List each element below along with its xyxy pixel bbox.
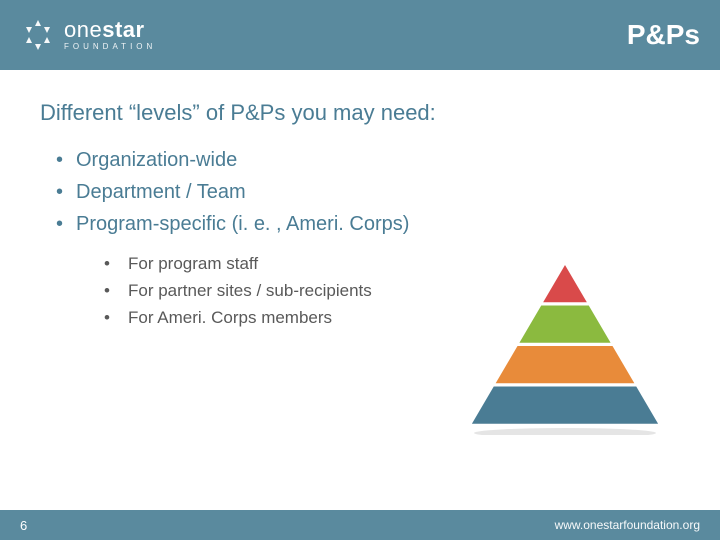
list-item: Program-specific (i. e. , Ameri. Corps) (60, 208, 680, 240)
logo-subtext: FOUNDATION (64, 43, 156, 51)
logo-text: onestar FOUNDATION (64, 19, 156, 51)
footer-band: 6 www.onestarfoundation.org (0, 510, 720, 540)
content-subtitle: Different “levels” of P&Ps you may need: (40, 100, 680, 126)
logo-text-bold: star (102, 17, 144, 42)
footer-url: www.onestarfoundation.org (555, 518, 700, 532)
list-item: Department / Team (60, 176, 680, 208)
pyramid-graphic (470, 265, 660, 435)
logo-wordmark: onestar (64, 19, 156, 41)
header-band: onestar FOUNDATION P&Ps (0, 0, 720, 70)
logo-text-light: one (64, 17, 102, 42)
slide-title: P&Ps (627, 19, 700, 51)
onestar-logo-icon (20, 17, 56, 53)
list-item: Organization-wide (60, 144, 680, 176)
page-number: 6 (20, 518, 27, 533)
level1-list: Organization-wide Department / Team Prog… (40, 144, 680, 240)
logo: onestar FOUNDATION (20, 17, 156, 53)
